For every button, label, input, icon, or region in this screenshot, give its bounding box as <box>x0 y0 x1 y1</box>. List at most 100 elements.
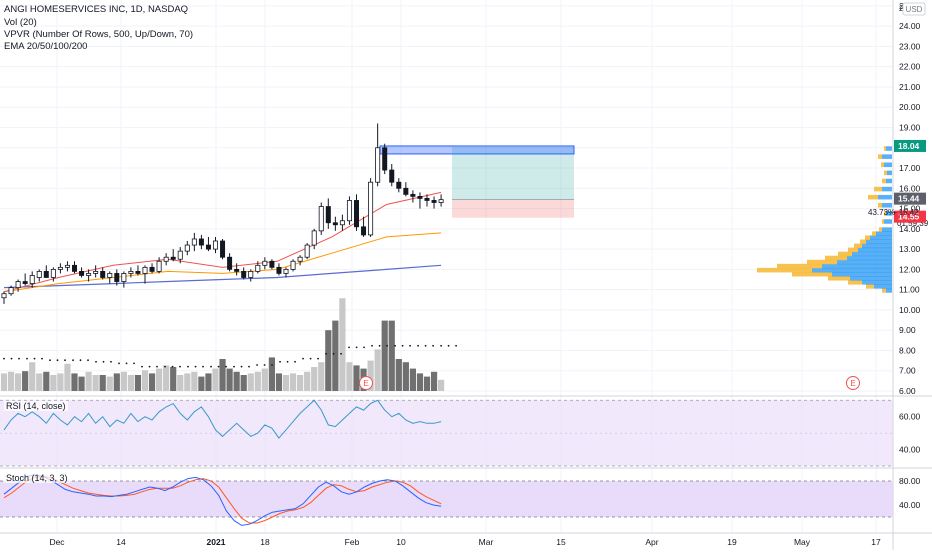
rsi-pane-label[interactable]: RSI (14, close) <box>4 401 68 411</box>
candle[interactable] <box>163 253 169 266</box>
volume-bar <box>141 370 149 391</box>
volume-bar <box>282 375 290 391</box>
candle[interactable] <box>177 247 183 264</box>
candle[interactable] <box>121 271 127 288</box>
candle-body-up <box>346 200 352 222</box>
candle[interactable] <box>431 196 437 209</box>
earnings-circle <box>359 376 373 390</box>
candle[interactable] <box>57 263 63 274</box>
price-tick-label: 2 <box>899 1 904 11</box>
candle[interactable] <box>93 265 99 278</box>
candle[interactable] <box>205 236 211 252</box>
candle[interactable] <box>353 194 359 231</box>
volume-ma-dot <box>102 360 105 363</box>
candle[interactable] <box>304 243 310 260</box>
candle[interactable] <box>128 267 134 278</box>
candle[interactable] <box>36 269 42 282</box>
candle[interactable] <box>234 263 240 276</box>
candle[interactable] <box>8 285 14 296</box>
time-tick-label: 10 <box>396 537 406 547</box>
candle[interactable] <box>417 192 423 209</box>
candle[interactable] <box>368 178 374 237</box>
candle[interactable] <box>389 163 395 187</box>
candle[interactable] <box>290 259 296 272</box>
candle[interactable] <box>375 123 381 187</box>
candle[interactable] <box>283 267 289 278</box>
earnings-marker[interactable]: E <box>359 376 373 390</box>
candle[interactable] <box>311 228 317 250</box>
candle[interactable] <box>339 214 345 231</box>
candle[interactable] <box>43 265 49 278</box>
price-tick-label: 17.00 <box>899 163 921 173</box>
candle[interactable] <box>50 267 56 282</box>
candle[interactable] <box>107 271 113 284</box>
candle[interactable] <box>382 143 388 175</box>
candle[interactable] <box>100 267 106 280</box>
candle[interactable] <box>22 273 28 286</box>
target-price-badge: 18.04 <box>894 139 926 152</box>
legend-volume[interactable]: Vol (20) <box>4 17 37 28</box>
candle[interactable] <box>64 261 70 272</box>
vp-up-bar <box>832 271 892 277</box>
volume-bar <box>219 359 226 391</box>
candle[interactable] <box>410 190 416 203</box>
candle[interactable] <box>346 196 352 225</box>
volume-bar <box>78 376 85 391</box>
candle[interactable] <box>198 234 204 250</box>
candle[interactable] <box>396 178 402 193</box>
legend-ema[interactable]: EMA 20/50/100/200 <box>4 41 88 52</box>
candle[interactable] <box>156 257 162 274</box>
stoch-pane-label[interactable]: Stoch (14, 3, 3) <box>4 473 70 483</box>
candle-body-down <box>79 271 85 276</box>
time-tick-label: Mar <box>479 537 494 547</box>
candle[interactable] <box>29 271 35 288</box>
candle[interactable] <box>1 291 7 304</box>
candle-body-up <box>36 271 42 278</box>
candle[interactable] <box>276 263 282 276</box>
time-tick-label: 17 <box>871 537 881 547</box>
candle[interactable] <box>170 249 176 262</box>
currency-badge[interactable]: USD <box>902 2 926 16</box>
candle[interactable] <box>262 257 268 270</box>
volume-bar <box>15 373 22 391</box>
volume-bar <box>71 373 78 391</box>
candle[interactable] <box>79 267 85 278</box>
vp-down-bar <box>792 271 832 277</box>
candle[interactable] <box>424 194 430 207</box>
candle[interactable] <box>241 267 247 280</box>
candle[interactable] <box>255 261 261 274</box>
candle[interactable] <box>135 265 141 276</box>
candle[interactable] <box>438 194 444 207</box>
candle[interactable] <box>184 241 190 256</box>
candle[interactable] <box>332 216 338 231</box>
candle[interactable] <box>149 263 155 274</box>
earnings-marker[interactable]: E <box>846 376 860 390</box>
candle[interactable] <box>212 236 218 254</box>
candle[interactable] <box>297 255 303 266</box>
candle[interactable] <box>191 232 197 252</box>
price-tick-label: 19.00 <box>899 122 921 132</box>
candle[interactable] <box>72 261 78 274</box>
candle-body-up <box>15 281 21 289</box>
candle[interactable] <box>15 279 21 292</box>
volume-ma-dot <box>225 365 227 368</box>
candle[interactable] <box>227 253 233 272</box>
candle[interactable] <box>325 198 331 229</box>
candle[interactable] <box>114 269 120 286</box>
candle[interactable] <box>86 269 92 282</box>
legend-vpvr[interactable]: VPVR (Number Of Rows, 500, Up/Down, 70) <box>4 29 194 40</box>
volume-bar <box>120 371 127 391</box>
candle[interactable] <box>361 216 367 237</box>
candle[interactable] <box>142 265 148 284</box>
candle-body-up <box>142 266 148 274</box>
candle[interactable] <box>403 182 409 197</box>
candle[interactable] <box>269 259 275 270</box>
candle[interactable] <box>220 238 226 260</box>
candle[interactable] <box>248 269 254 282</box>
candle[interactable] <box>318 202 324 235</box>
candle-body-up <box>339 220 345 226</box>
volume-ma-dot <box>340 352 342 355</box>
supply-zone-box[interactable] <box>379 145 575 155</box>
